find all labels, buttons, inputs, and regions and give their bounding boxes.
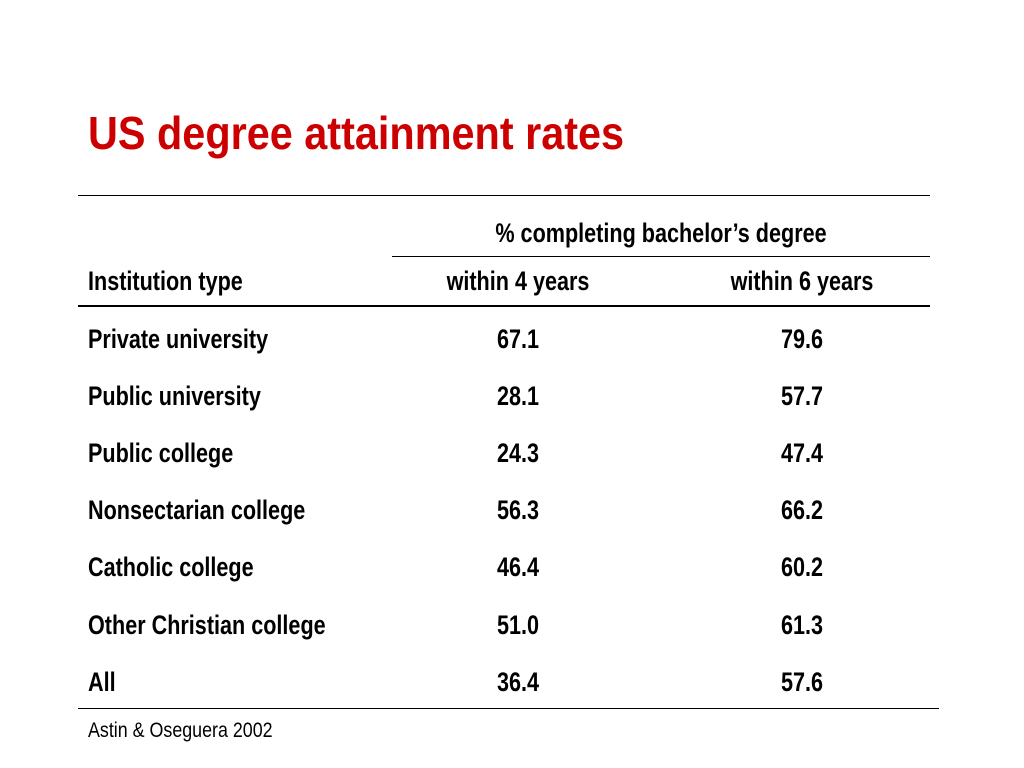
cell-within-6-years: 60.2 (780, 552, 824, 582)
row-label: Public college (88, 438, 234, 468)
cell-within-4-years: 24.3 (496, 438, 540, 468)
cell-within-4-years: 56.3 (496, 495, 540, 525)
table-top-rule (78, 195, 930, 196)
header-within-4-years: within 4 years (446, 266, 590, 296)
cell-within-6-years: 66.2 (780, 495, 824, 525)
cell-within-4-years: 67.1 (496, 324, 540, 354)
row-label: Catholic college (88, 552, 254, 582)
header-institution-type: Institution type (88, 266, 243, 296)
column-group-rule (392, 256, 930, 257)
cell-within-6-years: 79.6 (780, 324, 824, 354)
cell-within-6-years: 57.7 (780, 381, 824, 411)
row-label: Nonsectarian college (88, 495, 306, 525)
cell-within-6-years: 57.6 (780, 667, 824, 697)
row-label: Other Christian college (88, 610, 326, 640)
cell-within-6-years: 47.4 (780, 438, 824, 468)
column-group-header: % completing bachelor’s degree (495, 218, 827, 248)
source-citation: Astin & Oseguera 2002 (88, 719, 273, 742)
cell-within-6-years: 61.3 (780, 610, 824, 640)
header-within-6-years: within 6 years (730, 266, 874, 296)
row-label: Private university (88, 324, 269, 354)
cell-within-4-years: 36.4 (496, 667, 540, 697)
row-label: All (88, 667, 116, 697)
row-label: Public university (88, 381, 261, 411)
table-header-rule (78, 305, 930, 307)
cell-within-4-years: 28.1 (496, 381, 540, 411)
table-bottom-rule (78, 708, 939, 709)
slide-title: US degree attainment rates (88, 107, 625, 159)
cell-within-4-years: 46.4 (496, 552, 540, 582)
cell-within-4-years: 51.0 (496, 610, 540, 640)
